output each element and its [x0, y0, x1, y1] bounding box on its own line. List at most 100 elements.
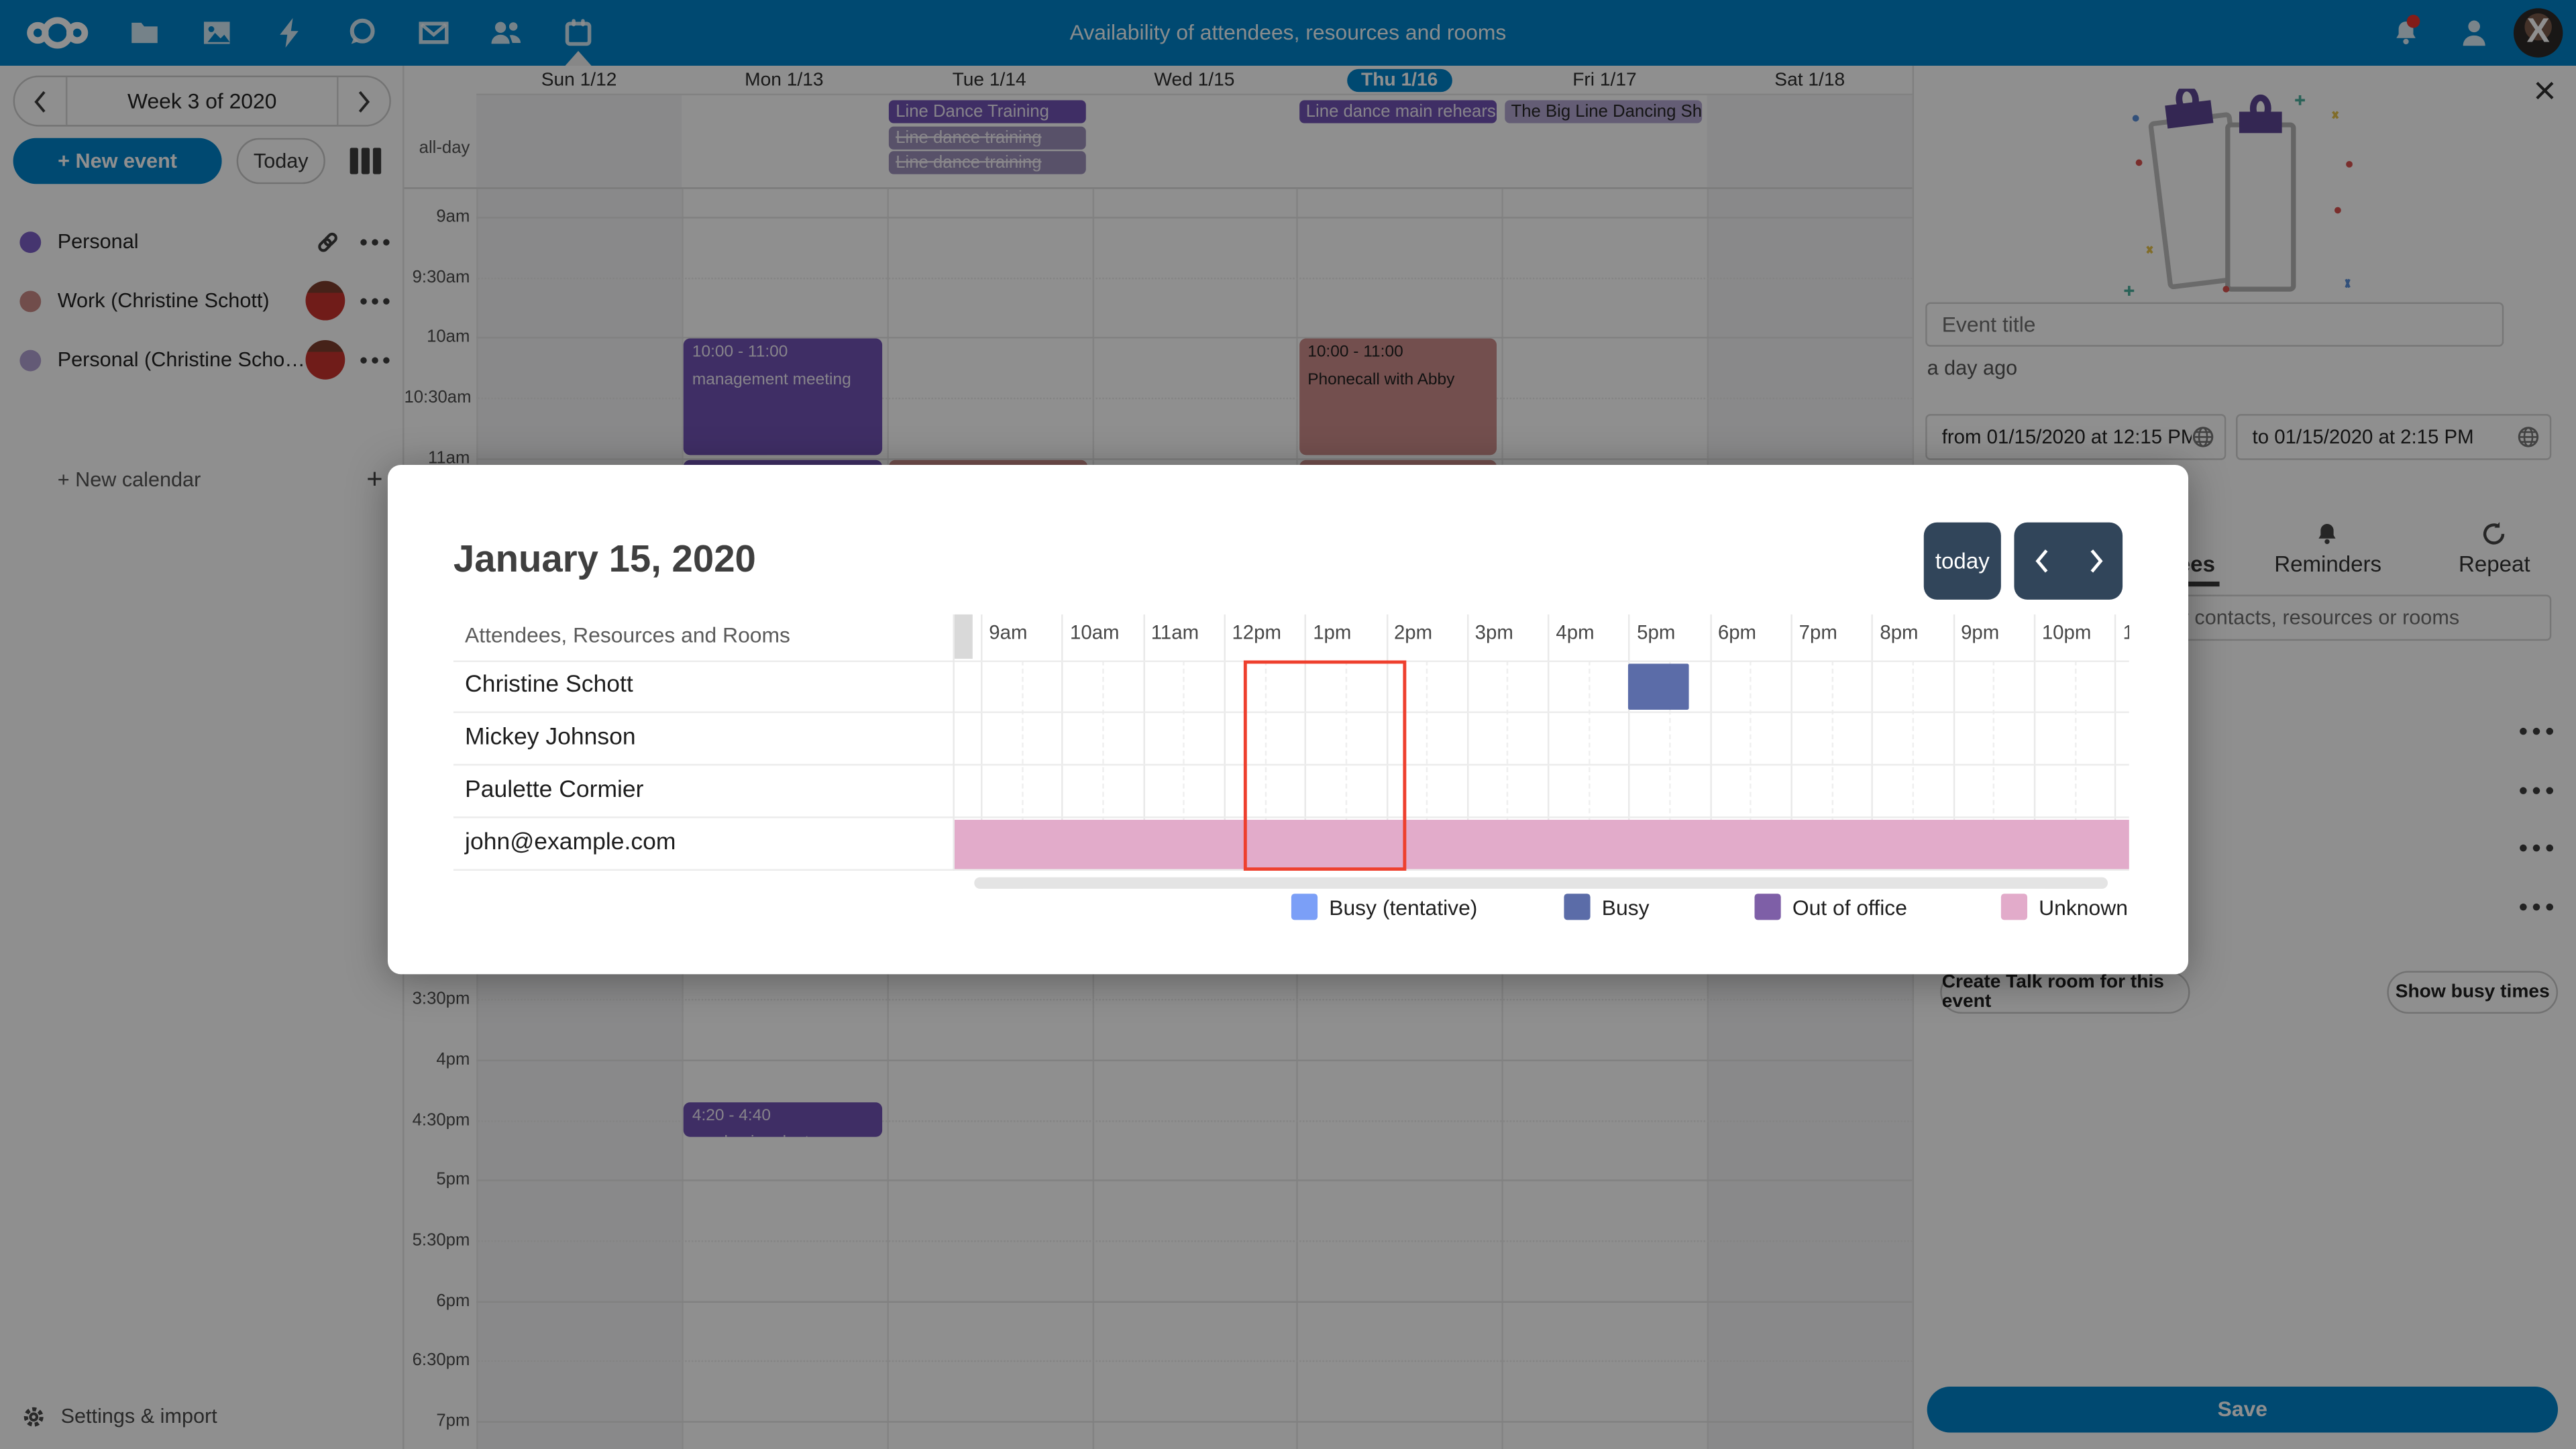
share-link-icon[interactable]	[306, 229, 349, 254]
names-column-border	[953, 614, 955, 871]
tab-reminders[interactable]: Reminders	[2245, 517, 2411, 586]
week-label[interactable]: Week 3 of 2020	[127, 89, 277, 113]
legend-item: Busy	[1564, 894, 1650, 920]
day-label: Fri 1/17	[1572, 70, 1637, 90]
attendee-name: Paulette Cormier	[465, 777, 644, 804]
talk-app-icon[interactable]	[325, 0, 398, 66]
day-header[interactable]: Tue 1/14	[887, 66, 1092, 94]
event-title-input[interactable]	[1925, 302, 2504, 347]
contacts-app-icon[interactable]	[470, 0, 542, 66]
contacts-menu-icon[interactable]	[2445, 0, 2504, 66]
previous-day-button[interactable]	[2014, 523, 2068, 600]
from-datetime-field[interactable]: from 01/15/2020 at 12:15 PM	[1925, 414, 2226, 460]
hour-line	[2033, 614, 2036, 871]
files-app-icon[interactable]	[109, 0, 181, 66]
save-button[interactable]: Save	[1927, 1386, 2559, 1433]
clipboard-illustration	[2103, 85, 2391, 307]
to-datetime-field[interactable]: to 01/15/2020 at 2:15 PM	[2236, 414, 2552, 460]
new-event-button[interactable]: + New event	[13, 138, 222, 184]
day-header[interactable]: Fri 1/17	[1502, 66, 1707, 94]
allday-event[interactable]: Line dance training	[889, 151, 1086, 174]
attendee-more-menu[interactable]: ●●●	[2518, 722, 2559, 741]
calendar-event[interactable]: 10:00 - 11:00 management meeting	[684, 339, 882, 455]
grid-line	[476, 1180, 1913, 1182]
calendar-event[interactable]: 4:20 - 4:40purchasing dept	[684, 1102, 882, 1138]
calendar-color-dot	[19, 231, 42, 252]
allday-event[interactable]: The Big Line Dancing Show	[1504, 100, 1702, 123]
new-calendar-button[interactable]: + New calendar +	[0, 451, 404, 507]
attendee-row[interactable]: ●●●	[1927, 827, 2565, 879]
calendar-name: Personal	[57, 229, 139, 254]
hour-label: 12pm	[1232, 621, 1282, 645]
owner-avatar	[305, 280, 345, 321]
calendar-list: Personal ●●● Work (Christine Schott) ●●● Per…	[0, 212, 404, 389]
calendar-event[interactable]: 10:00 - 11:00 Phonecall with Abby	[1299, 339, 1497, 455]
allday-row: all-day Line Dance Training Line dance tr…	[404, 95, 1913, 189]
previous-week-button[interactable]	[15, 77, 68, 125]
allday-event[interactable]: Line dance main rehearsal	[1299, 100, 1497, 123]
nextcloud-logo-icon[interactable]	[7, 0, 109, 66]
attendee-row[interactable]: ●●●	[1927, 885, 2565, 938]
today-button[interactable]: Today	[236, 138, 325, 184]
timezone-globe-icon[interactable]	[2192, 425, 2214, 448]
next-day-button[interactable]	[2068, 523, 2123, 600]
day-header[interactable]: Wed 1/15	[1092, 66, 1297, 94]
calendar-name: Work (Christine Schott)	[57, 289, 270, 313]
horizontal-scrollbar[interactable]	[974, 877, 2108, 889]
calendar-more-menu[interactable]: ●●●	[359, 352, 394, 368]
modal-today-button[interactable]: today	[1923, 522, 2001, 600]
notifications-bell-icon[interactable]	[2375, 0, 2434, 66]
modal-day-navigation	[2014, 522, 2123, 600]
attendee-name: Christine Schott	[465, 672, 633, 698]
grid-line	[476, 1360, 1913, 1363]
calendar-app-icon[interactable]	[542, 0, 614, 66]
halfhour-line	[1264, 660, 1267, 871]
availability-row: Mickey Johnson	[453, 713, 2129, 766]
column-divider	[954, 614, 973, 659]
timezone-globe-icon[interactable]	[2517, 425, 2540, 448]
photos-app-icon[interactable]	[180, 0, 253, 66]
calendar-more-menu[interactable]: ●●●	[359, 292, 394, 309]
legend-label: Unknown	[2039, 894, 2128, 920]
time-label: 9am	[436, 207, 470, 227]
legend-swatch	[1564, 894, 1591, 920]
halfhour-line	[1993, 660, 1995, 871]
time-label: 5pm	[436, 1170, 470, 1191]
mail-app-icon[interactable]	[398, 0, 470, 66]
legend-item: Out of office	[1754, 894, 1907, 920]
hour-label: 7pm	[1799, 621, 1837, 645]
time-selection-rectangle[interactable]	[1244, 660, 1406, 871]
availability-timeline[interactable]: 9am 10am 11am 12pm 1pm 2pm 3pm 4pm 5pm 6pm 7pm 8pm 9…	[388, 465, 2129, 974]
time-label: 11am	[427, 447, 470, 468]
hour-line	[1872, 614, 1874, 871]
activity-app-icon[interactable]	[253, 0, 325, 66]
legend-label: Busy (tentative)	[1329, 894, 1478, 920]
show-busy-times-button[interactable]: Show busy times	[2387, 971, 2559, 1014]
hour-line	[1304, 614, 1307, 871]
week-view-toggle-icon[interactable]	[343, 143, 386, 179]
next-week-button[interactable]	[337, 77, 389, 125]
day-header[interactable]: Thu 1/16	[1297, 66, 1502, 94]
calendar-list-item[interactable]: Work (Christine Schott) ●●●	[0, 271, 404, 330]
day-header[interactable]: Sat 1/18	[1707, 66, 1913, 94]
attendee-more-menu[interactable]: ●●●	[2518, 781, 2559, 800]
plus-icon[interactable]: +	[366, 463, 383, 495]
close-icon[interactable]: ×	[2533, 68, 2557, 113]
allday-event[interactable]: Line dance training	[889, 125, 1086, 149]
user-avatar[interactable]: X	[2513, 8, 2563, 58]
calendar-more-menu[interactable]: ●●●	[359, 233, 394, 250]
attendee-more-menu[interactable]: ●●●	[2518, 898, 2559, 917]
settings-import-button[interactable]: Settings & import	[0, 1393, 404, 1440]
halfhour-line	[1183, 660, 1185, 871]
calendar-list-item[interactable]: Personal ●●●	[0, 212, 404, 271]
allday-event[interactable]: Line Dance Training	[889, 100, 1086, 123]
day-header[interactable]: Sun 1/12	[476, 66, 682, 94]
attendee-row[interactable]: ●●●	[1927, 710, 2565, 762]
availability-row: Christine Schott	[453, 660, 2129, 713]
day-header[interactable]: Mon 1/13	[682, 66, 887, 94]
calendar-list-item[interactable]: Personal (Christine Scho… ●●●	[0, 330, 404, 389]
tab-repeat[interactable]: Repeat	[2411, 517, 2576, 586]
attendee-more-menu[interactable]: ●●●	[2518, 840, 2559, 859]
time-label: 3:30pm	[412, 989, 470, 1010]
attendee-row[interactable]: ●●●	[1927, 768, 2565, 820]
